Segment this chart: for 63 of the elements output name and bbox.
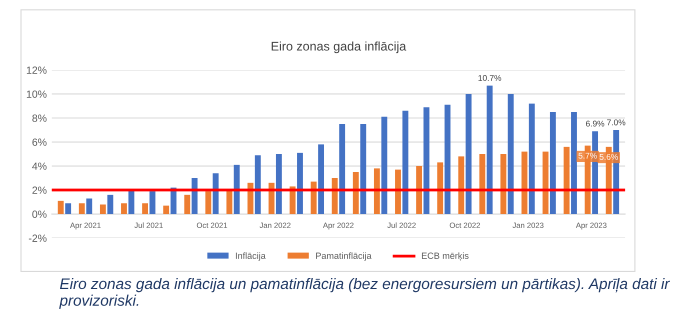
data-label: 5.7% (578, 152, 597, 159)
bar (381, 116, 388, 214)
bar (550, 112, 556, 214)
y-tick-label: 0% (32, 210, 47, 218)
bar (268, 182, 274, 214)
y-tick-label: 8% (32, 114, 47, 122)
data-label: 7.0% (607, 119, 626, 126)
bar (542, 152, 548, 214)
bar (290, 186, 296, 214)
y-tick-label: 2% (32, 186, 47, 194)
y-tick-label: 10% (26, 90, 47, 98)
bar (479, 154, 486, 214)
bar (254, 155, 261, 214)
text: Eiro zonas gada inflācija un pamatinflācija (bez energoresursiem un pārtikas). Aprīļa dati ir provizoriski. (59, 278, 670, 309)
bar (226, 190, 232, 214)
bar (142, 203, 148, 214)
y-tick-label: 6% (32, 138, 47, 146)
bar (522, 152, 528, 214)
chart-title: Eiro zonas gada inflācija (272, 41, 406, 54)
bar (500, 154, 506, 214)
bar (297, 152, 303, 214)
bar (352, 172, 359, 214)
legend-label: Inflācija (236, 252, 266, 261)
data-label: 5.6% (600, 154, 618, 160)
bar (149, 191, 156, 214)
legend-label: Pamatinflācija (316, 252, 372, 261)
bar (486, 86, 493, 214)
bar (528, 104, 535, 214)
bar (402, 110, 408, 214)
data-label: 6.9% (586, 120, 604, 127)
y-tick-label: 12% (26, 66, 47, 74)
bar (339, 124, 346, 214)
bar (107, 194, 114, 214)
bar (395, 170, 401, 214)
bar (444, 104, 450, 214)
bar (121, 203, 127, 214)
bar (100, 204, 106, 214)
bar (205, 191, 212, 214)
y-tick-label: -2% (28, 234, 47, 242)
y-tick-label: 4% (32, 162, 47, 170)
bar (423, 107, 430, 214)
bar (318, 144, 324, 214)
data-label: 10.7% (478, 75, 502, 81)
bar (508, 94, 514, 214)
bar (192, 178, 198, 214)
bar (571, 112, 577, 214)
bar (416, 166, 422, 214)
bar (212, 173, 219, 214)
bar (86, 198, 92, 214)
bar (276, 154, 282, 214)
bar (437, 162, 444, 214)
legend-label: ECB mērķis (422, 252, 469, 261)
bar (184, 194, 190, 214)
bar (128, 190, 134, 214)
bar (65, 203, 72, 214)
bar (466, 94, 472, 214)
bar (78, 203, 85, 214)
bar (564, 146, 570, 214)
bar (163, 206, 170, 214)
bar (374, 168, 380, 214)
bar (310, 182, 317, 214)
bar (58, 200, 64, 214)
bar (360, 124, 366, 214)
